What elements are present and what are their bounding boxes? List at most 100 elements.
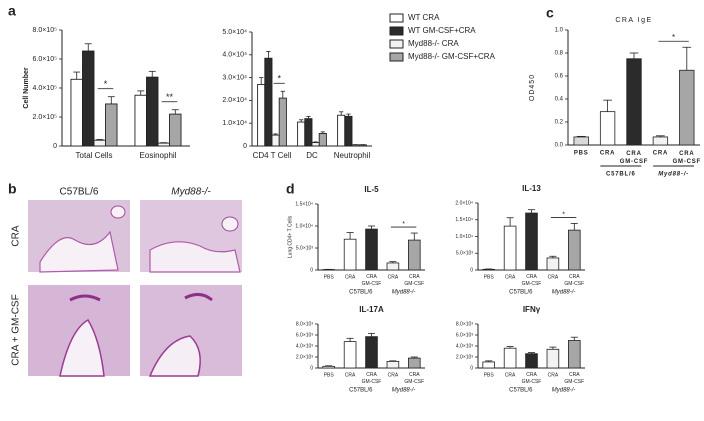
y-tick-label: 1.5×10⁴ xyxy=(295,201,313,207)
bar xyxy=(525,212,538,271)
bar xyxy=(311,142,320,147)
group-label: Myd88-/- xyxy=(658,172,689,178)
significance: * xyxy=(402,221,405,228)
x-tick-label: CRA GM-CSF xyxy=(404,372,424,385)
row-label: CRA xyxy=(11,225,22,246)
group-label: C57BL/6 xyxy=(349,290,373,296)
chart-title: IL-13 xyxy=(522,184,541,193)
x-tick-label: PBS xyxy=(484,372,495,378)
y-tick-label: 0.6 xyxy=(555,74,564,80)
significance: * xyxy=(104,79,108,89)
x-tick-label: CRA xyxy=(505,372,516,378)
y-tick-label: 0 xyxy=(310,267,313,273)
group-label: C57BL/6 xyxy=(349,388,373,394)
infiltrate xyxy=(69,294,101,302)
y-tick-label: 8.0×10³ xyxy=(296,321,313,327)
group-label: C57BL/6 xyxy=(509,290,533,296)
x-tick-label: CRA GM-CSF xyxy=(564,372,584,385)
legend-swatch xyxy=(389,13,404,23)
x-tick-label: CRA GM-CSF xyxy=(404,274,424,287)
bar xyxy=(568,340,581,369)
chart-title: IFNγ xyxy=(523,305,541,314)
bar xyxy=(278,97,287,147)
y-tick-label: 8.0×10³ xyxy=(456,321,473,327)
y-tick-label: 6.0×10³ xyxy=(456,332,473,338)
y-axis-label: Cell Number xyxy=(23,67,30,109)
group-label: Myd88-/- xyxy=(392,290,416,296)
infiltrate xyxy=(184,293,213,302)
y-tick-label: 5.0×10³ xyxy=(296,245,313,251)
y-tick-label: 4.0×10⁵ xyxy=(32,85,57,92)
x-tick-label: CRA xyxy=(388,372,399,378)
bar xyxy=(322,365,335,369)
bar xyxy=(482,268,495,271)
x-tick-label: CRA xyxy=(505,274,516,280)
bar xyxy=(169,113,182,147)
group-label: Myd88-/- xyxy=(552,290,576,296)
y-axis-label: OD450 xyxy=(529,74,536,101)
bar xyxy=(318,133,327,147)
bar xyxy=(568,229,581,271)
bar xyxy=(546,257,560,271)
x-tick-label: PBS xyxy=(324,372,335,378)
legend-swatch xyxy=(389,39,404,49)
bar xyxy=(573,136,589,146)
bar xyxy=(297,121,306,147)
bar xyxy=(264,57,273,147)
column-label: C57BL/6 xyxy=(60,187,99,198)
significance: ** xyxy=(166,92,174,102)
bar xyxy=(599,111,616,146)
bar xyxy=(408,239,421,271)
y-tick-label: 0.2 xyxy=(555,120,564,126)
x-tick-label: PBS xyxy=(324,274,335,280)
y-tick-label: 0 xyxy=(243,143,247,150)
bar xyxy=(386,360,400,369)
x-tick-label: CRA GM-CSF xyxy=(362,274,382,287)
significance: * xyxy=(562,211,565,218)
bar xyxy=(257,83,266,147)
vessel xyxy=(110,205,126,219)
airway xyxy=(39,230,119,273)
y-tick-label: 4.0×10³ xyxy=(296,343,313,349)
bar xyxy=(679,69,695,146)
histology: C57BL/6 Myd88-/- CRA CRA + GM-CSF xyxy=(11,187,242,377)
y-tick-label: 3.0×10⁴ xyxy=(222,74,247,81)
bar xyxy=(343,341,357,369)
significance: * xyxy=(277,73,281,83)
y-tick-label: 0.8 xyxy=(555,51,564,57)
bar xyxy=(337,114,346,147)
row-label: CRA + GM-CSF xyxy=(11,294,22,365)
panel-label: b xyxy=(8,181,17,197)
x-tick-label: CRA xyxy=(345,274,356,280)
bar xyxy=(546,348,560,369)
y-axis-label: Lung CD4+ T Cells xyxy=(287,215,293,258)
bar xyxy=(271,134,280,147)
y-tick-label: 1.0 xyxy=(555,28,564,34)
bar xyxy=(365,336,378,369)
chart-title: IL-5 xyxy=(364,185,379,194)
bar xyxy=(386,262,400,271)
column-label: Myd88-/- xyxy=(171,187,211,198)
y-tick-label: 2.0×10⁵ xyxy=(32,114,57,121)
y-tick-label: 5.0×10⁴ xyxy=(222,29,247,36)
legend-swatch xyxy=(389,52,404,62)
y-tick-label: 0 xyxy=(470,365,473,371)
bar xyxy=(503,347,517,369)
x-tick-label: CRA xyxy=(388,274,399,280)
bar xyxy=(134,94,147,147)
y-tick-label: 2.0×10³ xyxy=(296,354,313,360)
bar xyxy=(82,50,95,147)
y-tick-label: 0 xyxy=(310,365,313,371)
x-tick-label: CRA xyxy=(653,151,668,157)
bar xyxy=(626,58,642,146)
x-tick-label: CRA GM-CSF xyxy=(620,151,648,165)
legend-label: WT GM-CSF+CRA xyxy=(408,26,476,35)
x-tick-label: PBS xyxy=(484,274,495,280)
group-label: Myd88-/- xyxy=(552,388,576,394)
y-tick-label: 2.0×10⁴ xyxy=(222,97,247,104)
bar xyxy=(157,142,170,147)
x-tick-label: Eosinophil xyxy=(140,151,177,160)
x-tick-label: CRA xyxy=(600,151,615,157)
bar xyxy=(146,76,159,147)
